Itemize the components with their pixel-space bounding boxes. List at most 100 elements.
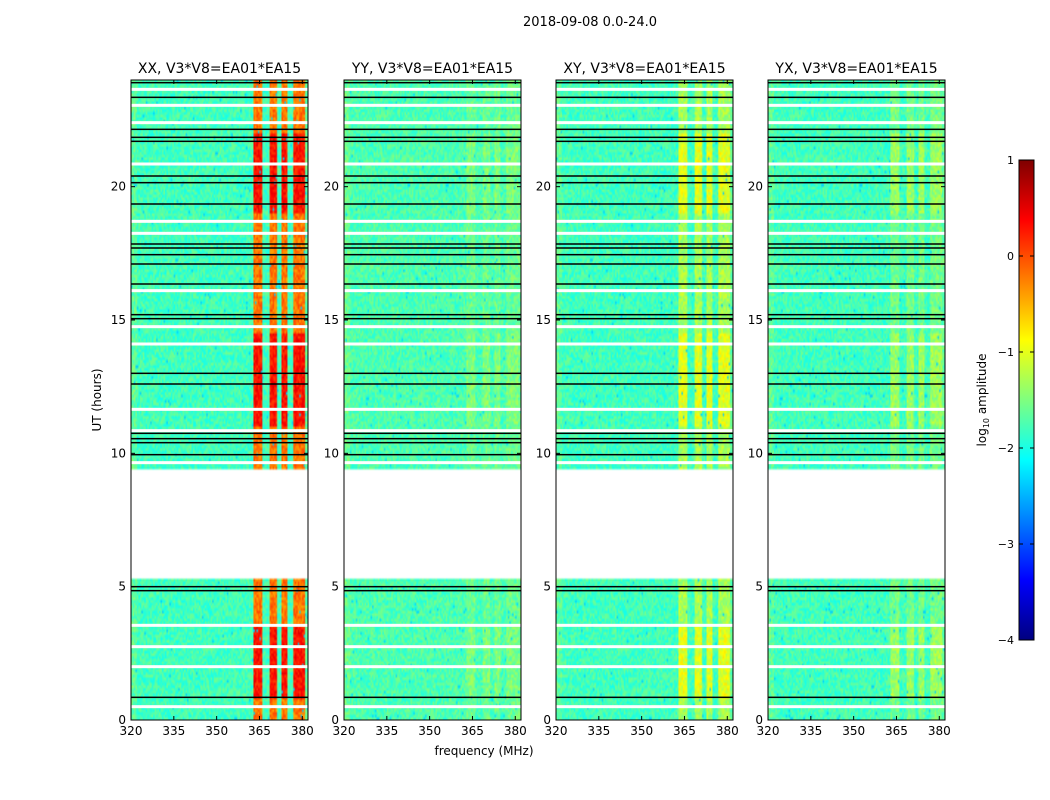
flagged-row-black: [556, 283, 733, 285]
flagged-row-black: [768, 696, 945, 699]
y-tick-label: 10: [748, 446, 763, 460]
y-tick-label: 0: [331, 713, 339, 727]
flagged-row-black: [556, 585, 733, 588]
x-tick-label: 320: [333, 724, 356, 738]
flagged-row-black: [768, 372, 945, 375]
figure-suptitle: 2018-09-08 0.0-24.0: [523, 15, 657, 30]
y-tick-label: 10: [536, 446, 551, 460]
flagged-row-black: [344, 203, 521, 205]
flagged-row: [556, 162, 733, 166]
flagged-row-black: [344, 81, 521, 84]
flagged-row-black: [556, 589, 733, 592]
flagged-row-black: [556, 437, 733, 440]
flagged-row: [556, 665, 733, 669]
flagged-row-black: [768, 175, 945, 177]
y-tick-label: 20: [111, 180, 126, 194]
flagged-row-black: [131, 437, 308, 440]
flagged-row: [556, 121, 733, 125]
flagged-row-black: [344, 317, 521, 320]
colorbar-ticks: −4 −3 −2 −1 0 1: [998, 154, 1034, 647]
flagged-row-black: [344, 136, 521, 139]
flagged-row: [344, 231, 521, 235]
flagged-row-black: [556, 247, 733, 249]
flagged-row-black: [768, 81, 945, 84]
flagged-row-black: [131, 175, 308, 177]
flagged-row: [131, 103, 308, 107]
panel-yy: YY, V3*V8=EA01*EA15 320 335 350 365 380 0 5 10 15…: [324, 61, 527, 738]
flagged-row: [768, 219, 945, 223]
flagged-row: [344, 665, 521, 669]
flagged-row-black: [344, 263, 521, 265]
y-tick-label: 15: [748, 313, 763, 327]
colorbar-tick-label: −3: [998, 538, 1014, 551]
flagged-row-black: [344, 432, 521, 435]
flagged-row-black: [131, 432, 308, 435]
y-tick-label: 15: [324, 313, 339, 327]
flagged-row: [768, 289, 945, 293]
flagged-row-black: [344, 383, 521, 385]
flagged-row: [344, 219, 521, 223]
flagged-row-black: [344, 453, 521, 456]
panel-xx: XX, V3*V8=EA01*EA15 320 335 350 365 380 0 5 10 15…: [111, 61, 314, 738]
flagged-row-black: [131, 243, 308, 245]
panel-title: XY, V3*V8=EA01*EA15: [563, 61, 725, 77]
flagged-row: [556, 461, 733, 465]
flagged-row: [768, 461, 945, 465]
flagged-row: [344, 623, 521, 627]
colorbar: −4 −3 −2 −1 0 1 log10 amplitude: [975, 154, 1035, 647]
flagged-row: [768, 407, 945, 411]
colorbar-tick-label: −4: [998, 634, 1014, 647]
x-tick-label: 320: [757, 724, 780, 738]
x-tick-label: 365: [461, 724, 484, 738]
colorbar-gradient: [1018, 159, 1035, 641]
x-tick-label: 380: [716, 724, 739, 738]
panel-frame: [343, 79, 522, 721]
flagged-row-black: [556, 128, 733, 131]
flagged-row-black: [344, 441, 521, 444]
flagged-row: [344, 342, 521, 346]
flagged-row: [344, 645, 521, 649]
x-tick-label: 350: [418, 724, 441, 738]
flagged-row: [556, 325, 733, 329]
flagged-row: [556, 645, 733, 649]
flagged-row: [768, 162, 945, 166]
flagged-row-black: [768, 432, 945, 435]
flagged-row-black: [768, 383, 945, 385]
x-tick-label: 380: [291, 724, 314, 738]
flagged-row-black: [131, 453, 308, 456]
flagged-row-black: [556, 175, 733, 177]
flagged-row: [556, 705, 733, 709]
y-tick-label: 5: [331, 580, 339, 594]
flagged-row-black: [131, 128, 308, 131]
flagged-row: [768, 429, 945, 433]
flagged-row: [131, 87, 308, 91]
flagged-row-black: [344, 437, 521, 440]
flagged-row-black: [556, 181, 733, 184]
flagged-row: [131, 342, 308, 346]
y-tick-label: 15: [111, 313, 126, 327]
flagged-row-black: [131, 253, 308, 256]
flagged-row-black: [556, 263, 733, 265]
flagged-row: [131, 623, 308, 627]
flagged-row-black: [768, 243, 945, 245]
flagged-row: [131, 705, 308, 709]
flagged-row: [131, 429, 308, 433]
flagged-row: [768, 121, 945, 125]
panels: XX, V3*V8=EA01*EA15 320 335 350 365 380 0 5 10 15…: [111, 61, 951, 738]
flagged-row-black: [768, 313, 945, 316]
x-axis-label: frequency (MHz): [434, 744, 533, 758]
flagged-row-black: [344, 181, 521, 184]
x-tick-label: 350: [630, 724, 653, 738]
flagged-row-black: [768, 585, 945, 588]
flagged-row-black: [344, 696, 521, 699]
flagged-row: [768, 705, 945, 709]
flagged-row: [556, 407, 733, 411]
x-tick-label: 335: [799, 724, 822, 738]
flagged-row: [344, 121, 521, 125]
panel-heatmap: [768, 80, 945, 720]
x-tick-label: 365: [248, 724, 271, 738]
flagged-row: [556, 342, 733, 346]
panel-yx: YX, V3*V8=EA01*EA15 320 335 350 365 380 0 5 10 15…: [748, 61, 951, 738]
colorbar-tick-label: −2: [998, 442, 1014, 455]
flagged-row-black: [556, 243, 733, 245]
